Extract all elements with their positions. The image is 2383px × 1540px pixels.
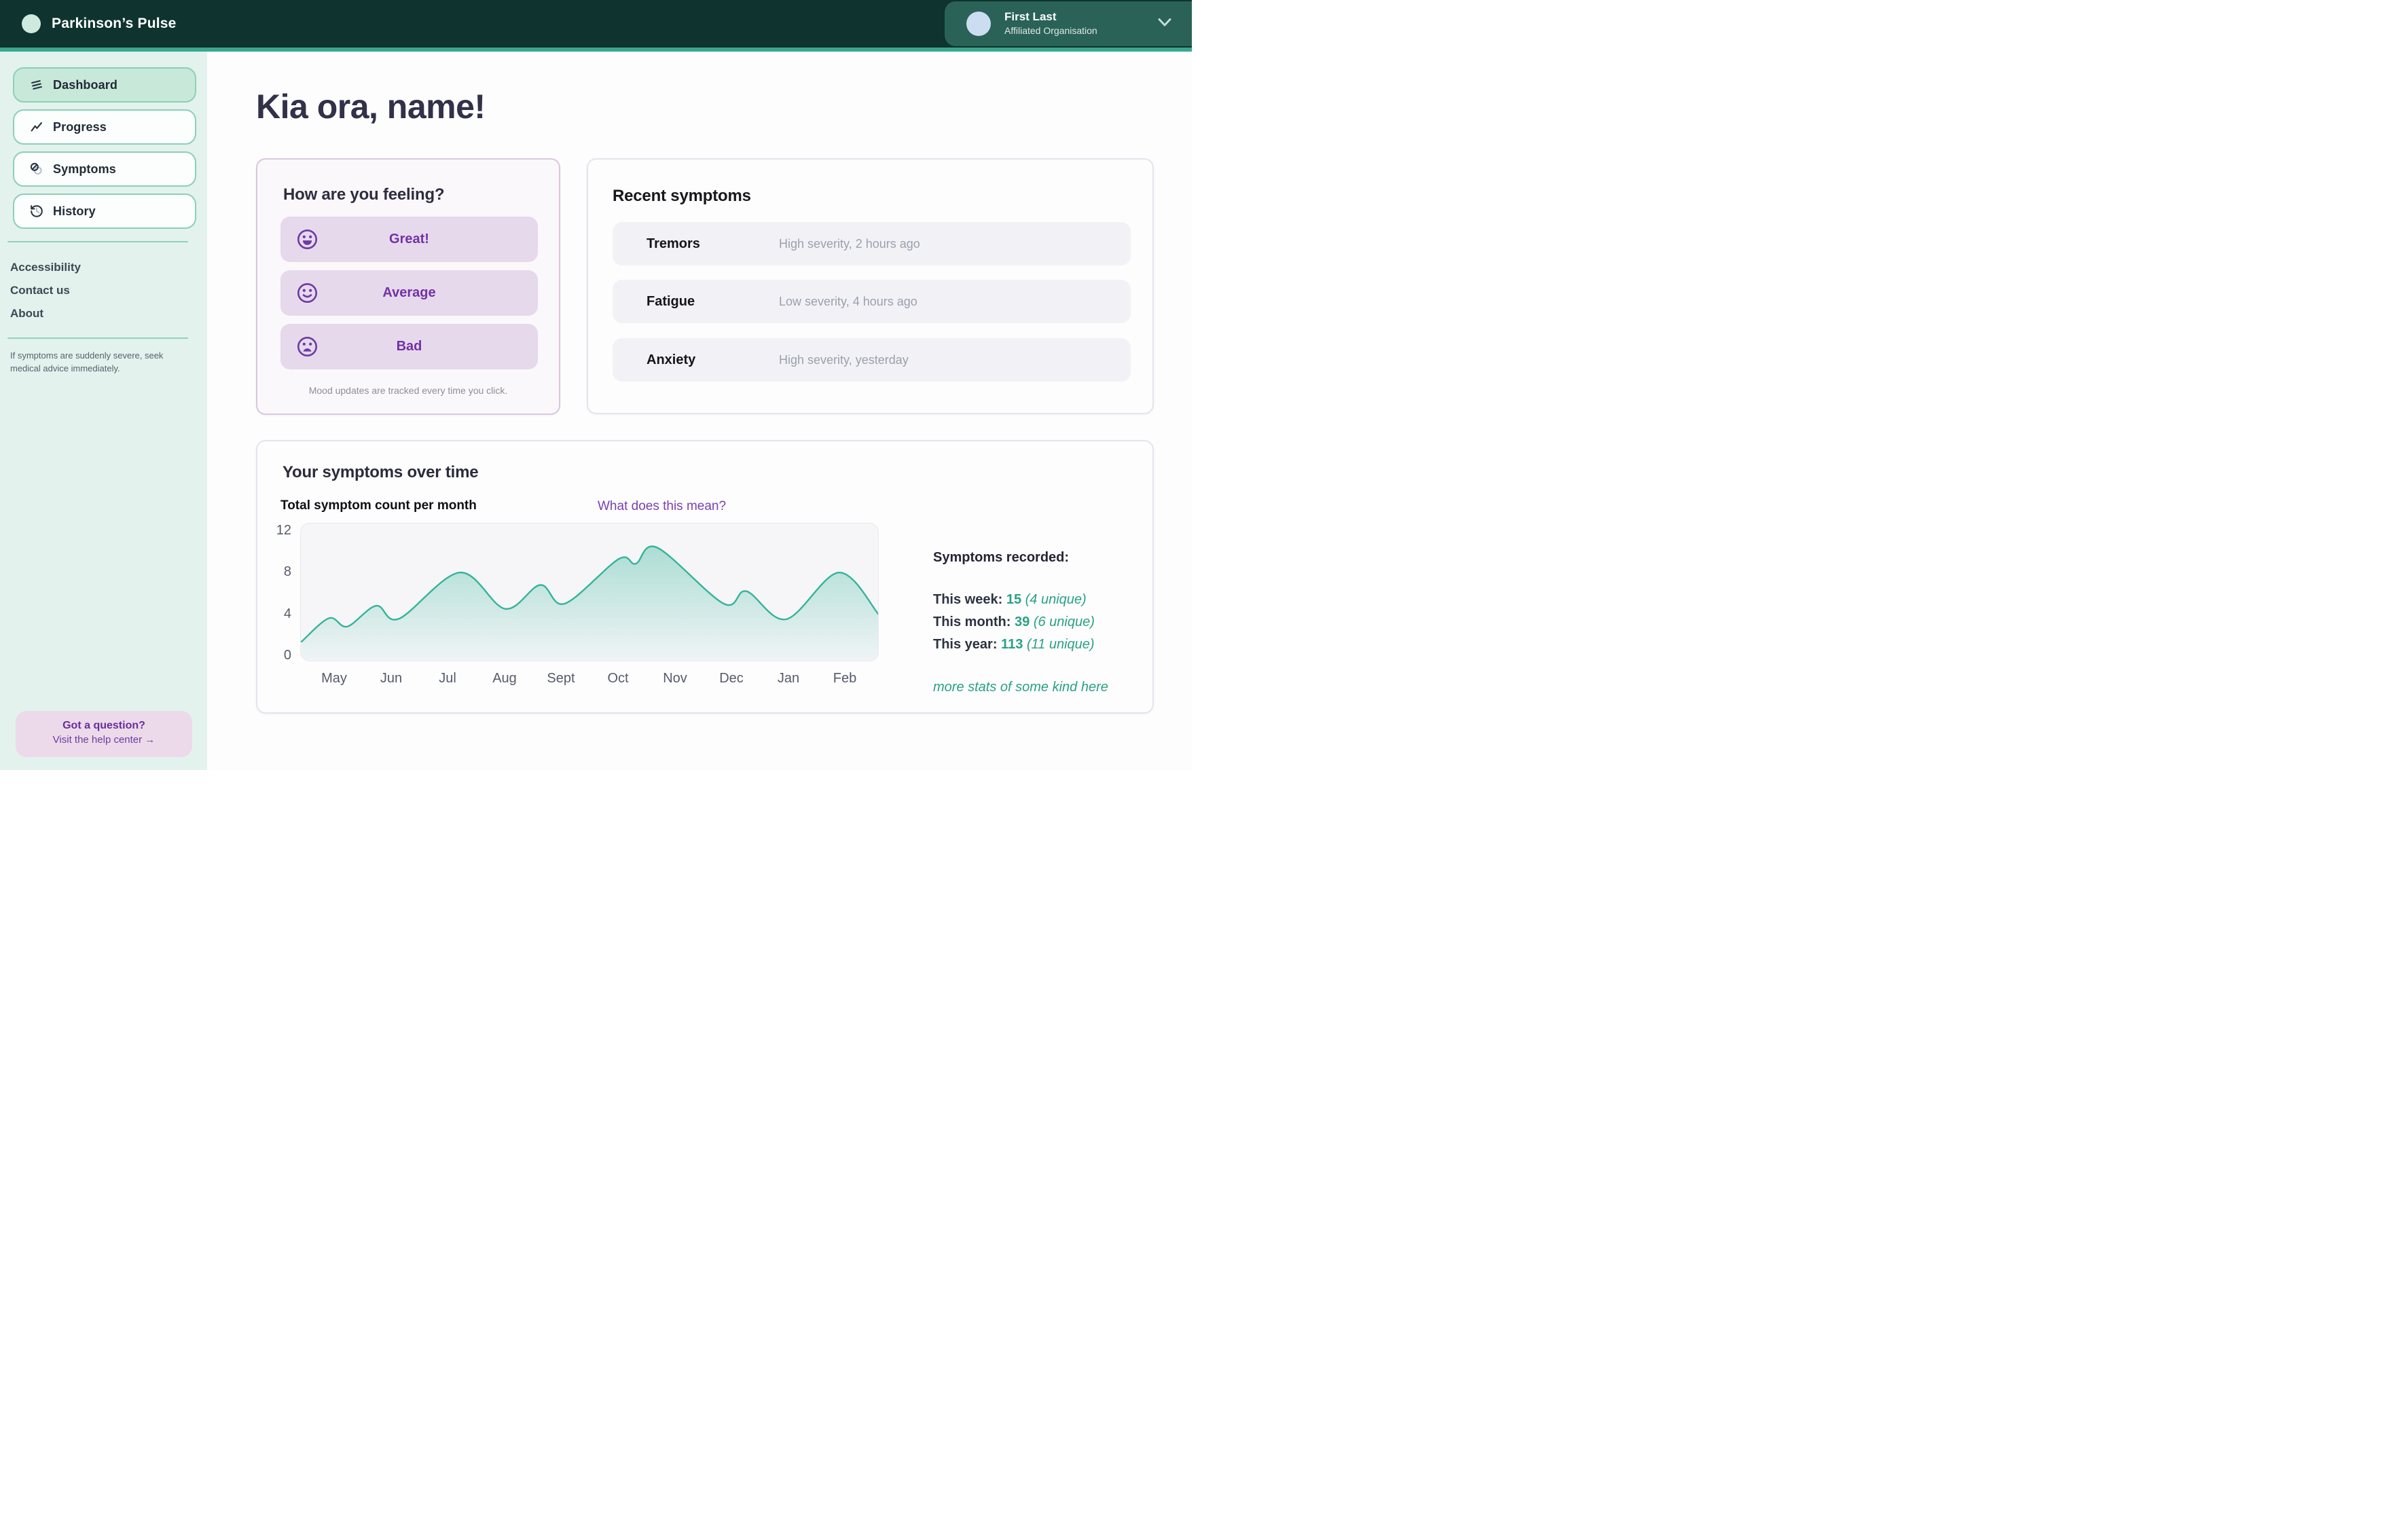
mood-card-title: How are you feeling? — [283, 185, 445, 204]
mood-label: Bad — [396, 339, 422, 354]
user-menu[interactable]: First Last Affiliated Organisation — [945, 1, 1192, 46]
sidebar-links: Accessibility Contact us About — [10, 256, 207, 325]
recent-symptoms-title: Recent symptoms — [613, 187, 751, 205]
help-center-link[interactable]: Visit the help center → — [52, 734, 156, 746]
stats-unique: (6 unique) — [1033, 615, 1095, 629]
x-axis-tick: Jan — [777, 671, 800, 686]
symptom-row-fatigue[interactable]: Fatigue Low severity, 4 hours ago — [613, 280, 1131, 323]
stats-heading: Symptoms recorded: — [933, 550, 1070, 565]
y-axis-tick: 0 — [283, 648, 291, 663]
mood-label: Great! — [389, 232, 429, 246]
x-axis-tick: Aug — [492, 671, 517, 686]
mood-button-average[interactable]: Average — [280, 270, 538, 316]
smile-bad-icon — [297, 336, 318, 357]
sidebar-link-contact-us[interactable]: Contact us — [10, 284, 70, 297]
sidebar-link-accessibility[interactable]: Accessibility — [10, 261, 81, 274]
stats-value: 15 — [1006, 592, 1022, 607]
stats-value: 39 — [1015, 615, 1030, 629]
symptom-row-anxiety[interactable]: Anxiety High severity, yesterday — [613, 338, 1131, 382]
stats-row-year: This year: 113 (11 unique) — [933, 637, 1095, 652]
symptom-name: Tremors — [647, 236, 700, 251]
sidebar-nav: Dashboard Progress Symptoms — [0, 52, 207, 229]
sidebar-item-history[interactable]: History — [13, 194, 196, 229]
x-axis-tick: May — [321, 671, 347, 686]
x-axis-labels: May Jun Jul Aug Sept Oct Nov Dec Jan Feb — [300, 671, 879, 687]
top-header: Parkinson’s Pulse First Last Affiliated … — [0, 0, 1192, 48]
y-axis-tick: 4 — [283, 606, 291, 621]
symptom-area-chart — [301, 545, 878, 661]
symptom-name: Anxiety — [647, 352, 696, 367]
symptoms-icon — [30, 162, 42, 175]
sidebar-divider-top — [7, 241, 188, 242]
y-axis-tick: 8 — [283, 564, 291, 579]
symptoms-recorded-panel: Symptoms recorded: This week: 15 (4 uniq… — [933, 550, 1147, 695]
chart-card-title: Your symptoms over time — [283, 463, 479, 481]
chevron-down-icon[interactable] — [1158, 18, 1171, 27]
area-fill — [302, 546, 878, 661]
stats-row-week: This week: 15 (4 unique) — [933, 592, 1087, 607]
x-axis-tick: Jul — [439, 671, 456, 686]
x-axis-tick: Dec — [719, 671, 744, 686]
stats-row-month: This month: 39 (6 unique) — [933, 615, 1095, 629]
sidebar-item-label: Progress — [53, 120, 107, 134]
app-title: Parkinson’s Pulse — [52, 16, 177, 31]
sidebar-item-symptoms[interactable]: Symptoms — [13, 151, 196, 187]
x-axis-tick: Oct — [607, 671, 629, 686]
x-axis-tick: Jun — [380, 671, 403, 686]
smile-average-icon — [297, 282, 318, 304]
chart-subtitle: Total symptom count per month — [280, 498, 477, 513]
sidebar-item-progress[interactable]: Progress — [13, 109, 196, 145]
user-name: First Last — [1004, 10, 1057, 23]
symptom-name: Fatigue — [647, 293, 695, 309]
area-line — [301, 545, 878, 643]
sidebar-item-label: Dashboard — [53, 77, 117, 92]
smile-great-icon — [297, 229, 318, 250]
page-title: Kia ora, name! — [256, 88, 486, 126]
user-organisation: Affiliated Organisation — [1004, 25, 1097, 36]
sidebar-item-label: History — [53, 204, 96, 218]
mood-card: How are you feeling? Great! Average — [256, 158, 560, 415]
dashboard-icon — [31, 80, 42, 90]
x-axis-tick: Nov — [663, 671, 687, 686]
chart-plot-area — [300, 523, 879, 661]
stats-unique: (11 unique) — [1026, 637, 1095, 652]
symptom-detail: High severity, 2 hours ago — [779, 236, 920, 251]
medical-warning-text: If symptoms are suddenly severe, seek me… — [10, 350, 164, 373]
what-does-this-mean-link[interactable]: What does this mean? — [598, 499, 727, 513]
symptoms-over-time-card: Your symptoms over time Total symptom co… — [256, 440, 1154, 714]
sidebar-item-label: Symptoms — [53, 162, 116, 176]
help-title: Got a question? — [62, 720, 145, 731]
mood-button-great[interactable]: Great! — [280, 217, 538, 262]
history-icon — [31, 205, 43, 217]
symptom-row-tremors[interactable]: Tremors High severity, 2 hours ago — [613, 222, 1131, 265]
parkinsons-pulse-app: Parkinson’s Pulse First Last Affiliated … — [0, 0, 1192, 770]
avatar — [966, 12, 991, 36]
stats-value: 113 — [1001, 637, 1023, 652]
symptom-detail: Low severity, 4 hours ago — [779, 294, 917, 308]
sidebar-divider-bottom — [7, 337, 188, 339]
sidebar-link-about[interactable]: About — [10, 307, 44, 320]
mood-button-bad[interactable]: Bad — [280, 324, 538, 369]
recent-symptoms-card: Recent symptoms Tremors High severity, 2… — [587, 158, 1154, 414]
stats-unique: (4 unique) — [1025, 592, 1087, 607]
header-accent-strip — [0, 48, 1192, 52]
y-axis-tick: 12 — [276, 523, 291, 538]
user-text: First Last Affiliated Organisation — [1004, 10, 1097, 37]
app-logo — [22, 14, 41, 33]
mood-label: Average — [382, 285, 436, 300]
x-axis-tick: Feb — [833, 671, 857, 686]
more-stats-placeholder[interactable]: more stats of some kind here — [933, 680, 1108, 695]
progress-icon — [31, 122, 42, 132]
x-axis-tick: Sept — [547, 671, 575, 686]
stats-rows: This week: 15 (4 unique) This month: 39 … — [933, 589, 1147, 656]
symptom-detail: High severity, yesterday — [779, 352, 909, 367]
sidebar: Dashboard Progress Symptoms — [0, 52, 207, 770]
help-center-card[interactable]: Got a question? Visit the help center → — [16, 711, 192, 757]
sidebar-item-dashboard[interactable]: Dashboard — [13, 67, 196, 103]
mood-caption: Mood updates are tracked every time you … — [308, 385, 508, 396]
